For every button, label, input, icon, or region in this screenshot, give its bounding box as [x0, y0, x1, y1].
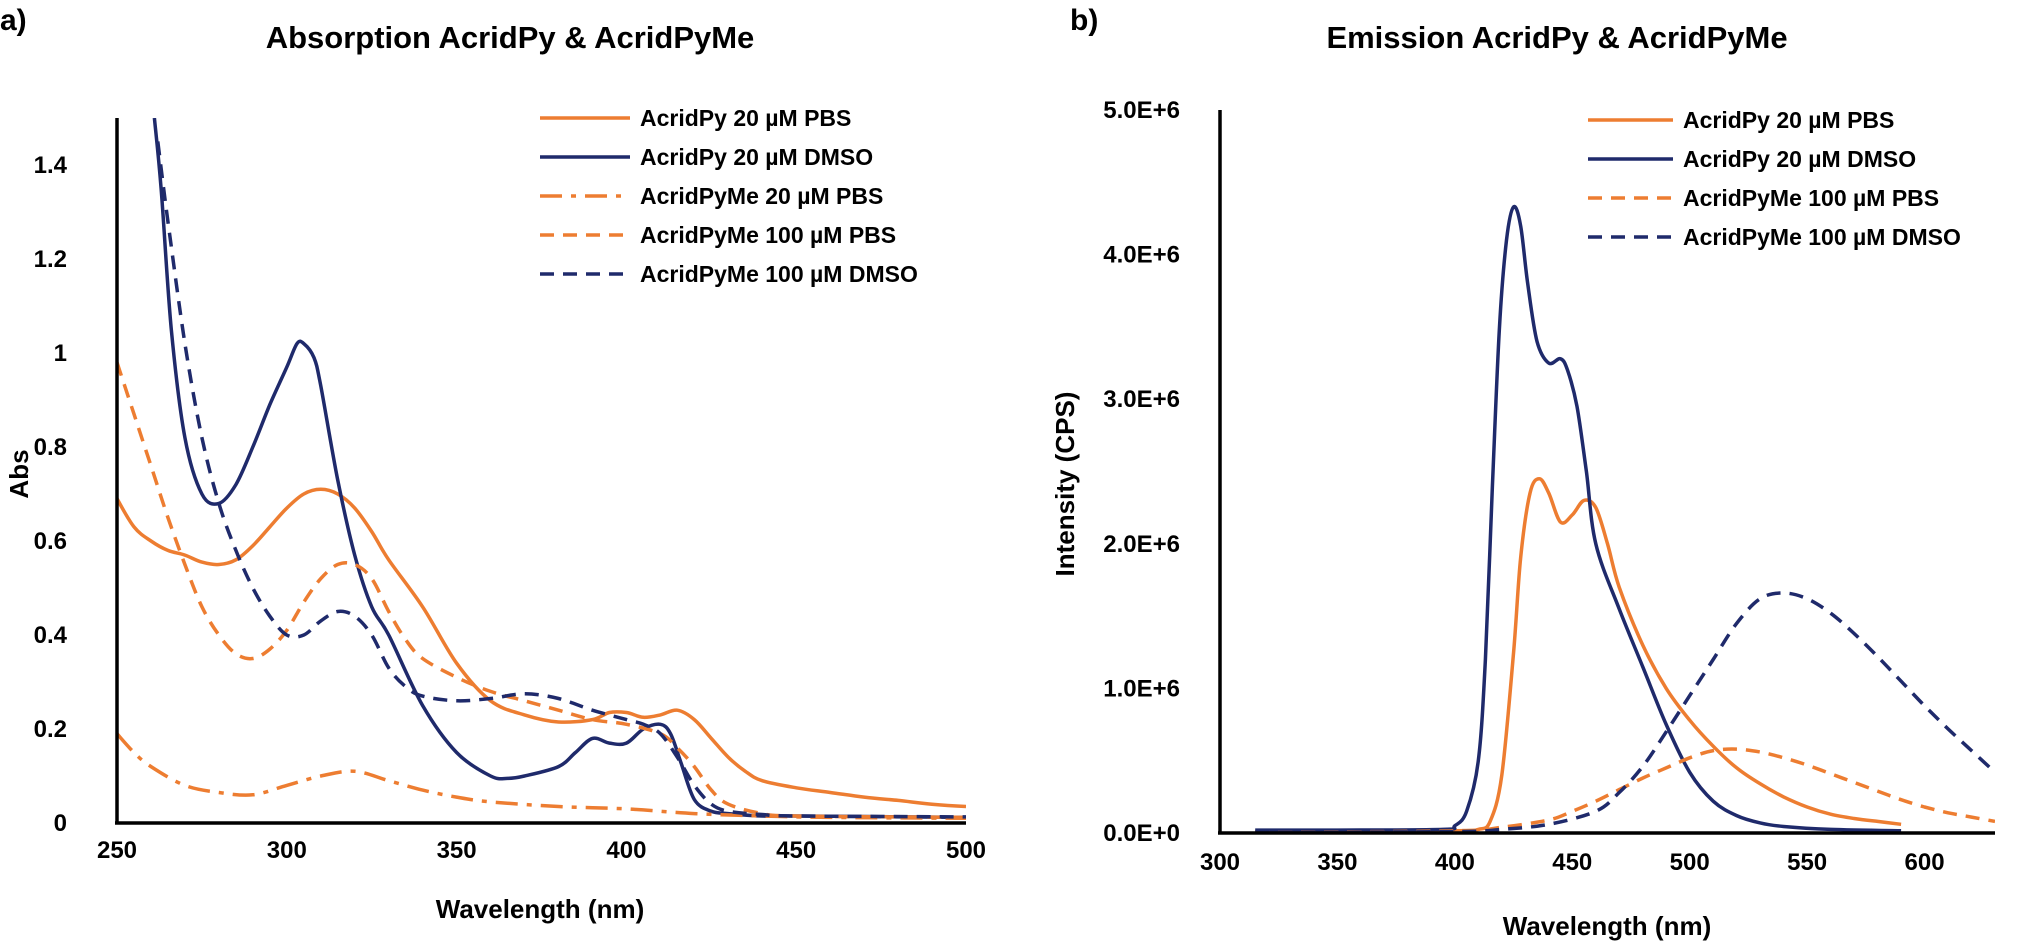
x-tick-label: 400 [1435, 849, 1475, 876]
legend-label: AcridPy 20 µM PBS [1683, 107, 1894, 133]
series-line [1255, 591, 1995, 833]
series-line [156, 141, 966, 819]
legend-label: AcridPyMe 100 µM PBS [640, 222, 896, 248]
legend-label: AcridPy 20 µM PBS [640, 105, 851, 131]
emission-plot-area [1255, 204, 1995, 833]
absorption-chart-title: Absorption AcridPy & AcridPyMe [266, 20, 755, 55]
y-tick-label: 2.0E+6 [1103, 531, 1180, 558]
legend-label: AcridPyMe 100 µM PBS [1683, 185, 1939, 211]
x-tick-label: 400 [606, 837, 646, 864]
x-tick-label: 450 [1552, 849, 1592, 876]
emission-panel: b) Emission AcridPy & AcridPyMe Intensit… [1050, 4, 1995, 941]
x-tick-label: 500 [946, 837, 986, 864]
legend-label: AcridPy 20 µM DMSO [1683, 146, 1916, 172]
absorption-panel: a) Absorption AcridPy & AcridPyMe Abs Wa… [0, 4, 986, 924]
x-tick-label: 300 [1200, 849, 1240, 876]
emission-legend: AcridPy 20 µM PBS AcridPy 20 µM DMSO Acrid… [1588, 107, 1961, 250]
series-line [117, 487, 966, 809]
x-tick-label: 600 [1905, 849, 1945, 876]
absorption-x-axis-label: Wavelength (nm) [436, 894, 644, 924]
y-tick-label: 1.2 [34, 246, 67, 273]
y-tick-label: 5.0E+6 [1103, 97, 1180, 124]
x-tick-label: 300 [267, 837, 307, 864]
series-line [1255, 204, 1902, 833]
absorption-plot-area [117, 118, 966, 821]
y-tick-label: 0.4 [34, 622, 68, 649]
emission-y-axis-label: Intensity (CPS) [1050, 392, 1080, 577]
x-tick-label: 250 [97, 837, 137, 864]
x-tick-label: 550 [1787, 849, 1827, 876]
y-tick-label: 0.2 [34, 716, 67, 743]
series-line [117, 732, 966, 821]
series-line [1255, 476, 1902, 833]
y-tick-label: 3.0E+6 [1103, 386, 1180, 413]
legend-label: AcridPyMe 100 µM DMSO [640, 261, 918, 287]
legend-label: AcridPyMe 20 µM PBS [640, 183, 883, 209]
emission-x-axis-label: Wavelength (nm) [1503, 911, 1711, 941]
legend-label: AcridPyMe 100 µM DMSO [1683, 224, 1961, 250]
series-line [1255, 747, 1995, 833]
x-tick-label: 450 [776, 837, 816, 864]
x-tick-label: 500 [1670, 849, 1710, 876]
y-tick-label: 1.4 [34, 152, 68, 179]
emission-tick-labels: 300 350 400 450 500 550 600 0.0E+0 1.0E+6 2.0E+6 3… [1103, 97, 1944, 876]
y-tick-label: 1 [54, 340, 67, 367]
panel-a-letter: a) [0, 4, 27, 37]
y-tick-label: 0.0E+0 [1103, 820, 1180, 847]
y-tick-label: 0.6 [34, 528, 67, 555]
y-tick-label: 1.0E+6 [1103, 675, 1180, 702]
absorption-tick-labels: 250 300 350 400 450 500 0 0.2 0.4 0.6 0.8 1 1.2 1.4 [34, 152, 986, 864]
x-tick-label: 350 [1317, 849, 1357, 876]
x-tick-label: 350 [437, 837, 477, 864]
legend-label: AcridPy 20 µM DMSO [640, 144, 873, 170]
absorption-legend: AcridPy 20 µM PBS AcridPy 20 µM DMSO Acrid… [540, 105, 918, 287]
panel-b-letter: b) [1070, 4, 1098, 37]
series-line [152, 118, 966, 820]
absorption-y-axis-label: Abs [4, 449, 34, 498]
y-tick-label: 0.8 [34, 434, 67, 461]
y-tick-label: 4.0E+6 [1103, 242, 1180, 269]
y-tick-label: 0 [54, 810, 67, 837]
series-line [117, 361, 966, 820]
emission-chart-title: Emission AcridPy & AcridPyMe [1326, 20, 1787, 55]
